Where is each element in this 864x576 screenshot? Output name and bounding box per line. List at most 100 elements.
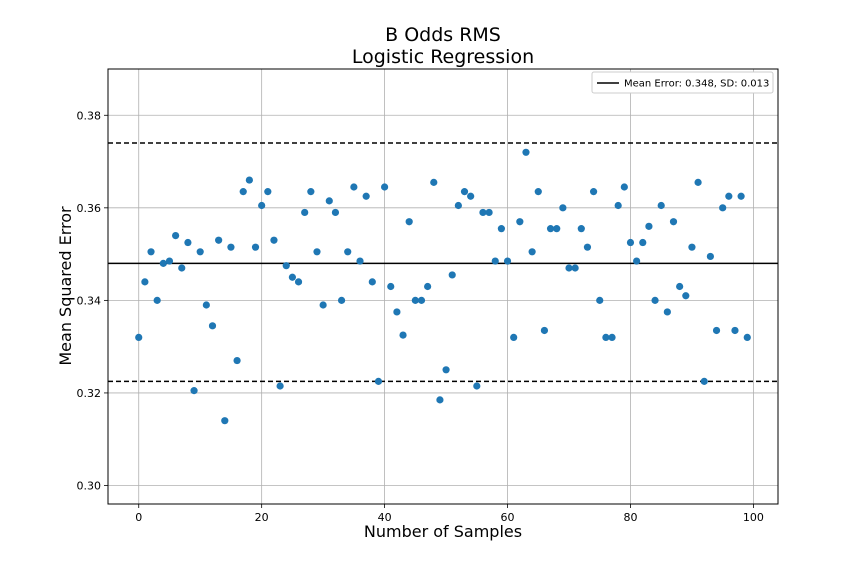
data-point — [356, 257, 364, 265]
data-point — [325, 197, 333, 205]
data-point — [202, 301, 210, 309]
data-point — [651, 296, 659, 304]
data-point — [491, 257, 499, 265]
data-point — [362, 192, 370, 200]
data-point — [725, 192, 733, 200]
data-point — [510, 333, 518, 342]
data-point — [350, 183, 358, 191]
data-point — [663, 308, 671, 316]
data-point — [700, 377, 708, 385]
data-point — [430, 178, 438, 186]
data-point — [645, 222, 653, 230]
data-point — [319, 301, 327, 309]
y-axis-label: Mean Squared Error — [56, 206, 75, 366]
data-point — [743, 333, 751, 342]
data-point — [676, 282, 684, 291]
data-point — [153, 296, 161, 304]
data-point — [381, 183, 389, 191]
x-axis-ticks: 0 20 40 60 80 100 — [135, 504, 764, 524]
data-point — [596, 296, 604, 304]
data-point — [485, 208, 493, 217]
legend-mean-label: Mean Error: 0.348, SD: 0.013 — [624, 79, 769, 90]
data-point — [294, 278, 303, 286]
data-point — [589, 188, 598, 196]
data-point — [546, 225, 555, 233]
data-point — [165, 257, 174, 265]
data-point — [313, 248, 321, 256]
data-point — [135, 333, 143, 342]
x-tick-label: 100 — [743, 511, 764, 524]
data-point — [387, 282, 395, 291]
data-point — [559, 204, 567, 212]
data-point — [215, 236, 223, 244]
y-tick-label: 0.34 — [77, 294, 102, 307]
data-point — [258, 201, 266, 210]
data-point — [227, 243, 235, 251]
grid-lines — [108, 69, 778, 504]
data-point — [528, 248, 536, 256]
data-point — [460, 188, 469, 196]
data-point — [639, 238, 647, 247]
data-point — [245, 176, 253, 184]
y-axis-ticks: 0.30 0.32 0.34 0.36 0.38 — [77, 109, 108, 492]
data-point — [393, 308, 401, 316]
data-point — [436, 396, 444, 404]
data-point — [344, 248, 352, 256]
x-axis-label: Number of Samples — [364, 522, 522, 541]
legend-box — [591, 71, 774, 94]
plot-area-frame — [107, 68, 779, 505]
data-point — [565, 264, 573, 272]
data-point — [239, 188, 247, 196]
data-point — [374, 377, 383, 385]
data-point — [159, 259, 167, 267]
data-point — [147, 248, 155, 256]
data-point — [337, 296, 346, 304]
data-point — [467, 192, 475, 200]
data-point — [682, 292, 690, 300]
data-point — [657, 201, 665, 210]
data-point — [583, 243, 592, 251]
data-point — [368, 278, 376, 286]
legend: Mean Error: 0.348, SD: 0.013 — [591, 71, 774, 94]
data-point — [288, 273, 297, 281]
data-point — [620, 183, 628, 191]
data-point — [540, 326, 549, 335]
y-tick-label: 0.38 — [77, 109, 102, 122]
data-point — [571, 264, 579, 272]
data-point — [694, 178, 702, 186]
data-point — [141, 278, 149, 286]
data-point — [706, 252, 714, 261]
data-point — [184, 238, 192, 247]
data-point — [553, 225, 561, 233]
data-point — [719, 204, 727, 212]
chart-title: B Odds RMS — [385, 24, 501, 46]
x-tick-label: 40 — [378, 511, 392, 524]
data-point — [626, 238, 635, 247]
data-point — [602, 333, 610, 342]
data-points — [135, 148, 751, 425]
data-point — [307, 188, 315, 196]
data-point — [737, 192, 745, 200]
data-point — [221, 417, 229, 425]
data-point — [503, 257, 512, 265]
data-point — [172, 231, 180, 240]
data-point — [454, 201, 462, 210]
data-point — [614, 201, 622, 210]
data-point — [411, 296, 419, 304]
data-point — [633, 257, 641, 265]
data-point — [424, 282, 432, 291]
data-point — [669, 218, 678, 226]
chart-subtitle: Logistic Regression — [352, 46, 534, 68]
data-point — [251, 243, 260, 251]
data-point — [534, 188, 542, 196]
data-point — [577, 225, 585, 233]
data-point — [516, 218, 524, 226]
data-point — [688, 243, 696, 251]
y-tick-label: 0.36 — [77, 202, 102, 215]
x-tick-label: 60 — [501, 511, 515, 524]
data-point — [399, 331, 407, 339]
x-tick-label: 80 — [623, 511, 637, 524]
data-point — [417, 296, 426, 304]
y-tick-label: 0.30 — [77, 479, 102, 492]
data-point — [190, 387, 198, 395]
